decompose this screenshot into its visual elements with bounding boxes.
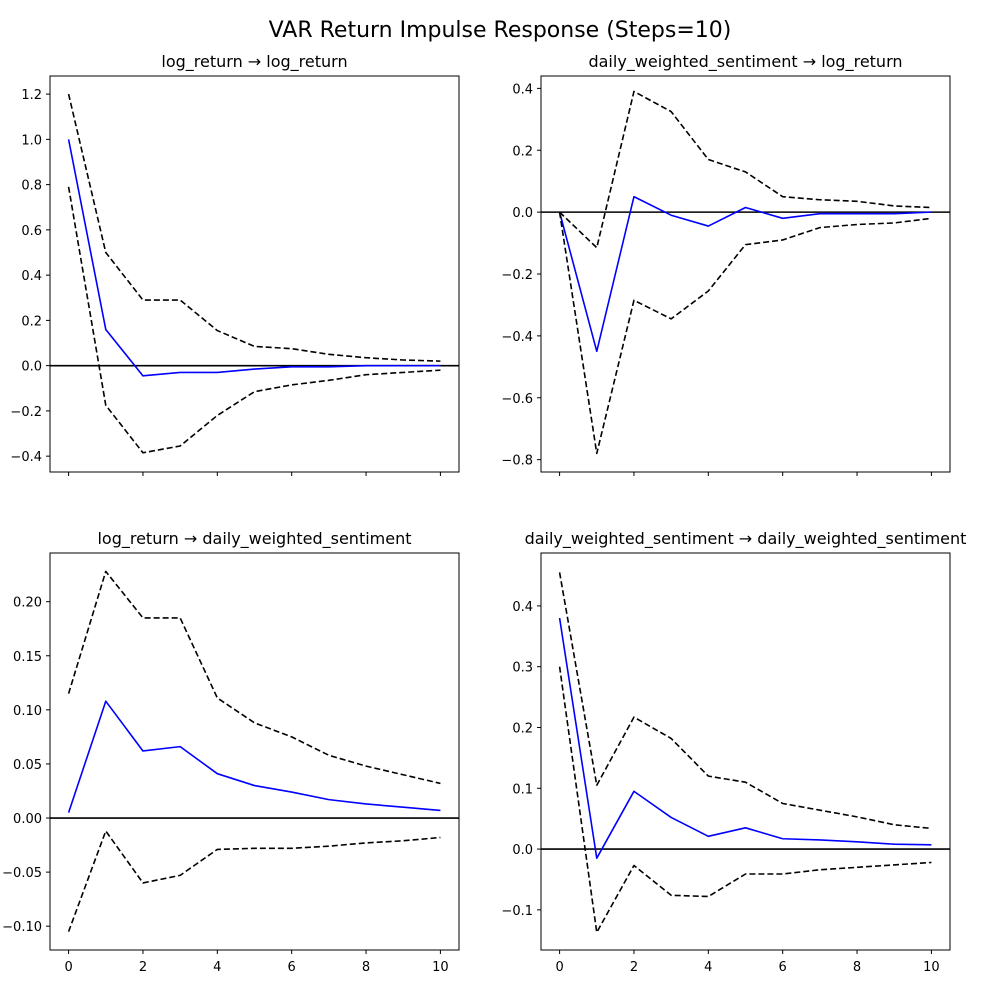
x-tick-label: 8: [853, 960, 861, 975]
y-tick-label: −0.1: [501, 904, 533, 919]
impulse-response-line: [67, 139, 441, 377]
lower-confidence-band-line: [558, 212, 932, 455]
axes-frame: [540, 552, 951, 951]
y-tick-label: −0.4: [501, 330, 533, 345]
x-tick-label: 2: [630, 960, 638, 975]
impulse-response-line: [558, 195, 932, 353]
y-tick-label: −0.05: [2, 866, 42, 881]
upper-confidence-band-line: [67, 570, 441, 785]
subplot-title: log_return → daily_weighted_sentiment: [97, 529, 411, 549]
lower-confidence-band-line: [67, 186, 441, 454]
y-tick-label: 0.20: [13, 596, 42, 611]
subplot-title: daily_weighted_sentiment → log_return: [588, 52, 902, 72]
upper-confidence-band-line: [559, 90, 932, 249]
y-tick-label: 0.0: [21, 360, 42, 375]
upper-confidence-band-line: [558, 572, 932, 830]
y-tick-label: −0.2: [501, 268, 533, 283]
x-tick-label: 6: [288, 960, 296, 975]
subplot-grid: log_return → log_return −0.4 −0.2 0.0 0.2 0.4…: [2, 52, 966, 975]
y-tick-label: 0.1: [512, 782, 533, 797]
x-tick-label: 2: [139, 960, 147, 975]
lower-confidence-band-line: [558, 666, 932, 934]
y-tick-label: 0.4: [21, 269, 42, 284]
x-tick-label: 10: [923, 960, 940, 975]
figure-suptitle: VAR Return Impulse Response (Steps=10): [269, 18, 732, 43]
plot-area: [50, 93, 459, 454]
lower-confidence-band-line: [67, 830, 441, 932]
y-tick-label: −0.4: [10, 450, 42, 465]
plot-area: [541, 90, 950, 455]
y-tick-label: 0.4: [512, 82, 533, 97]
plot-area: [541, 572, 950, 934]
y-tick-label: −0.2: [10, 405, 42, 420]
subplot-3: log_return → daily_weighted_sentiment −0.…: [2, 529, 460, 975]
subplot-title: log_return → log_return: [161, 52, 347, 72]
y-tick-label: −0.6: [501, 392, 533, 407]
x-tick-label: 0: [64, 960, 72, 975]
y-tick-label: 0.6: [21, 224, 42, 239]
subplot-2: daily_weighted_sentiment → log_return −0.…: [501, 52, 951, 476]
y-tick-label: 0.2: [512, 721, 533, 736]
y-tick-label: 0.10: [13, 704, 42, 719]
x-tick-label: 0: [555, 960, 563, 975]
subplot-1: log_return → log_return −0.4 −0.2 0.0 0.2 0.4…: [10, 52, 460, 476]
y-tick-label: 0.8: [21, 179, 42, 194]
axes-frame: [49, 75, 460, 473]
y-tick-label: 0.3: [512, 661, 533, 676]
y-tick-label: 1.0: [21, 133, 42, 148]
y-tick-label: 0.00: [13, 812, 42, 827]
impulse-response-line: [558, 617, 932, 860]
y-tick-label: 1.2: [21, 88, 42, 103]
x-tick-label: 8: [362, 960, 370, 975]
y-tick-label: −0.8: [501, 454, 533, 469]
x-tick-label: 10: [432, 960, 449, 975]
y-tick-label: 0.0: [512, 843, 533, 858]
axes-frame: [540, 75, 951, 473]
x-tick-label: 4: [704, 960, 712, 975]
y-tick-label: 0.15: [13, 650, 42, 665]
y-tick-label: 0.05: [13, 758, 42, 773]
y-tick-label: 0.2: [512, 144, 533, 159]
y-tick-label: 0.2: [21, 314, 42, 329]
x-tick-label: 6: [779, 960, 787, 975]
y-tick-label: −0.10: [2, 920, 42, 935]
impulse-response-line: [67, 700, 441, 813]
axes-frame: [49, 552, 460, 951]
subplot-title: daily_weighted_sentiment → daily_weighte…: [525, 529, 967, 549]
upper-confidence-band-line: [67, 93, 441, 362]
plot-area: [50, 570, 459, 932]
subplot-4: daily_weighted_sentiment → daily_weighte…: [501, 529, 966, 975]
y-tick-label: 0.0: [512, 206, 533, 221]
x-tick-label: 4: [213, 960, 221, 975]
y-tick-label: 0.4: [512, 600, 533, 615]
